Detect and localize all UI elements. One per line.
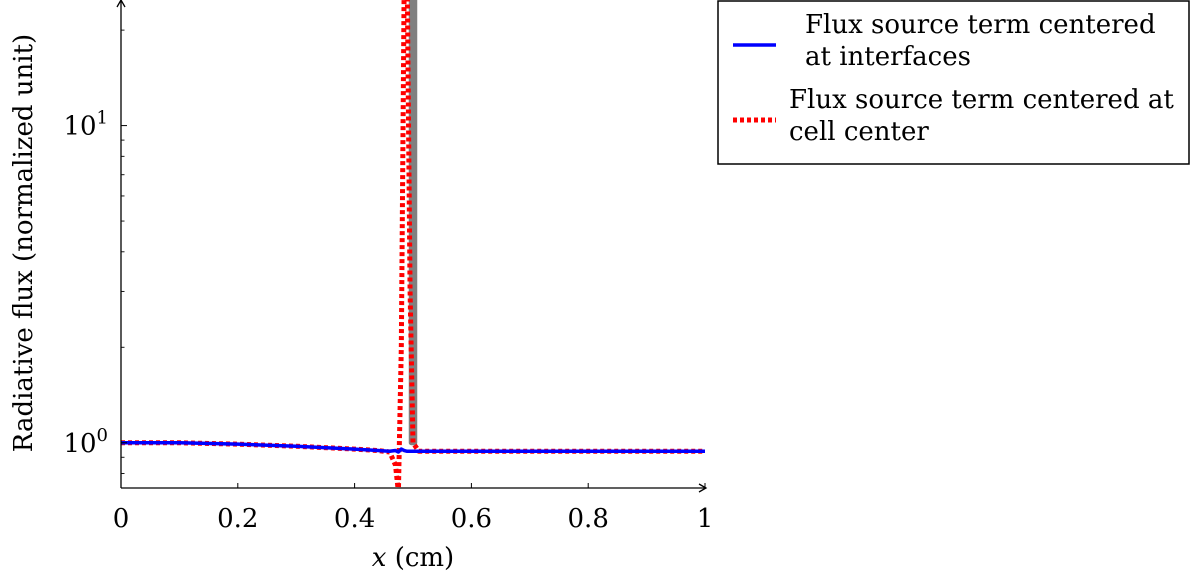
y-axis-arrow [116, 0, 126, 8]
series-line-2 [121, 441, 705, 454]
x-axis-arrow [698, 483, 708, 493]
labels-layer: 0 0.2 0.4 0.6 0.8 1 100 101 [63, 108, 713, 534]
x-tick-label-5: 1 [697, 504, 714, 534]
series-layer [121, 0, 705, 488]
x-axis-label: x (cm) [372, 543, 454, 573]
x-axis-var: x [372, 543, 387, 573]
y-tick-label-1: 101 [63, 108, 108, 142]
legend-label-0: Flux source term centered at interfaces [805, 10, 1156, 72]
x-axis-unit: (cm) [386, 543, 454, 573]
y-axis-label: Radiative flux (normalized unit) [9, 34, 39, 452]
x-tick-label-0: 0 [113, 504, 130, 534]
ticks-layer [120, 29, 706, 488]
legend: Flux source term centered at interfaces Fl… [717, 0, 1190, 165]
legend-label-1: Flux source term centered at cell center [789, 85, 1174, 147]
axes-layer [116, 0, 708, 493]
legend-box [717, 0, 1190, 165]
y-tick-label-0: 100 [63, 425, 108, 459]
x-tick-label-1: 0.2 [217, 504, 258, 534]
x-tick-label-3: 0.6 [451, 504, 492, 534]
x-tick-label-2: 0.4 [334, 504, 375, 534]
x-tick-label-4: 0.8 [568, 504, 609, 534]
